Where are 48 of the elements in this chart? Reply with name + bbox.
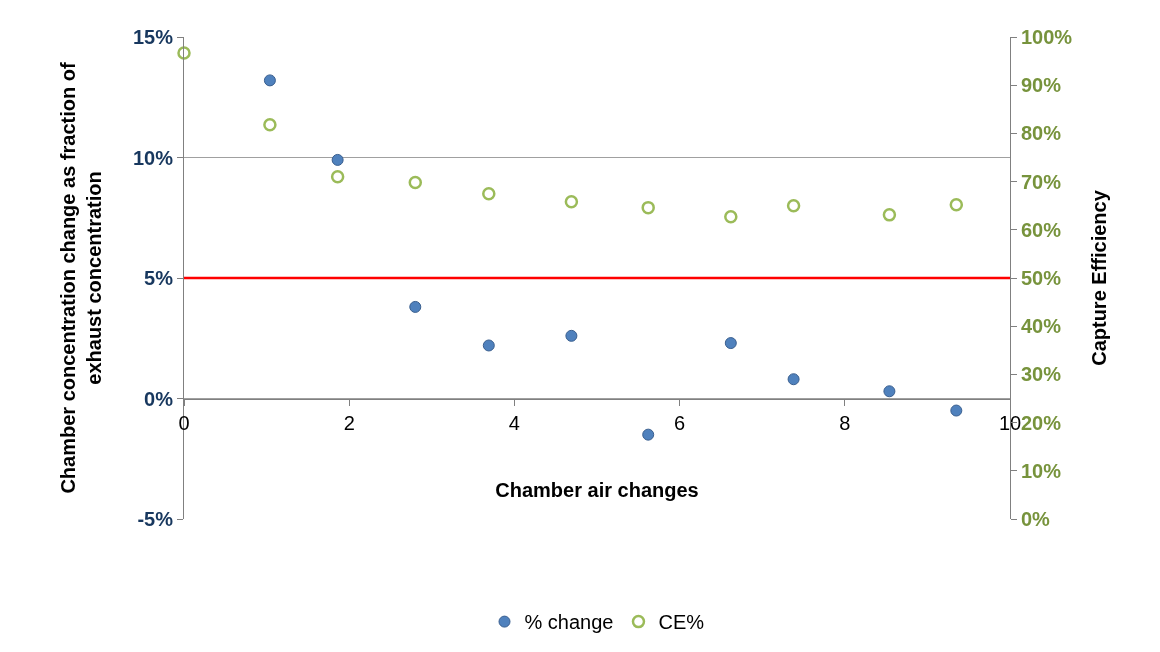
y-tick-label: 15% bbox=[132, 26, 174, 48]
point bbox=[263, 117, 277, 132]
x-tick-label: 10 bbox=[998, 411, 1022, 434]
point bbox=[950, 404, 963, 417]
y2-tick-label: 0% bbox=[1021, 508, 1051, 530]
point bbox=[882, 208, 897, 222]
point bbox=[949, 197, 964, 212]
y2-tick-label: 10% bbox=[1021, 459, 1062, 482]
point bbox=[331, 153, 344, 166]
point bbox=[177, 46, 191, 60]
y2-tick-label: 70% bbox=[1021, 170, 1062, 193]
y2-tick-label: 90% bbox=[1021, 74, 1062, 97]
x-tick-label: 4 bbox=[508, 411, 520, 434]
point bbox=[565, 329, 578, 342]
y2-tick-label: 60% bbox=[1021, 218, 1062, 241]
legend-label: % change bbox=[524, 611, 614, 634]
y-tick-label: 0% bbox=[144, 387, 174, 410]
y-axis-title: Chamber concentration change as fraction of exhaust concentration bbox=[57, 62, 106, 494]
y2-tick-label: 20% bbox=[1021, 411, 1062, 434]
point bbox=[409, 300, 422, 313]
y2-tick-label: 100% bbox=[1021, 26, 1073, 48]
point bbox=[642, 428, 655, 441]
point bbox=[330, 170, 345, 184]
point bbox=[786, 198, 801, 213]
y2-tick-label: 30% bbox=[1021, 363, 1062, 386]
x-tick-label: 6 bbox=[674, 411, 686, 434]
y2-tick-label: 50% bbox=[1021, 267, 1062, 289]
y2-tick-label: 80% bbox=[1021, 122, 1062, 145]
x-axis-title: Chamber air changes bbox=[495, 479, 699, 501]
x-tick-label: 0 bbox=[178, 411, 190, 434]
y-tick-label: -5% bbox=[137, 508, 174, 530]
point bbox=[564, 195, 579, 209]
point bbox=[724, 210, 738, 224]
point bbox=[787, 373, 800, 386]
y-tick-label: 10% bbox=[132, 146, 174, 169]
point bbox=[408, 175, 423, 190]
y-tick-label: 5% bbox=[144, 267, 174, 289]
point bbox=[263, 74, 276, 87]
point bbox=[724, 337, 737, 350]
point bbox=[482, 186, 496, 201]
point bbox=[641, 200, 655, 215]
x-tick-label: 8 bbox=[839, 411, 851, 434]
point bbox=[482, 339, 495, 352]
legend-label: CE% bbox=[658, 611, 705, 634]
y2-axis-title: Capture Efficiency bbox=[1087, 189, 1110, 366]
x-tick-label: 2 bbox=[343, 411, 355, 434]
point bbox=[883, 385, 896, 398]
y2-tick-label: 40% bbox=[1021, 315, 1062, 338]
